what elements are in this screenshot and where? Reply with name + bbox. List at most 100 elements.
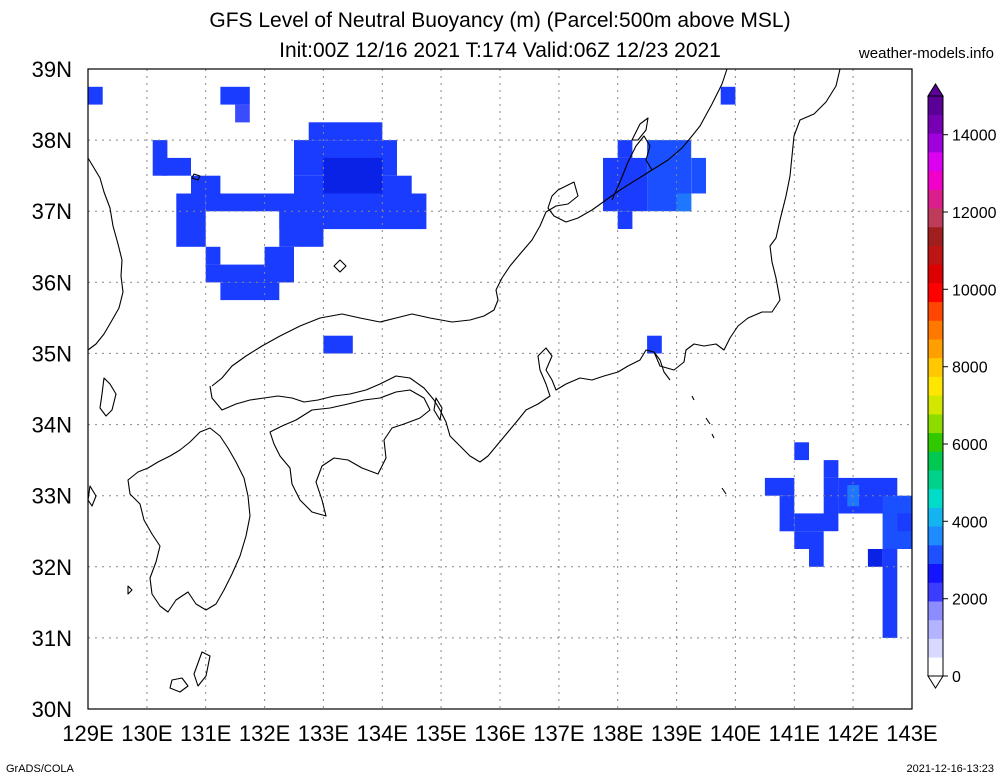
lon-label: 131E [180, 721, 231, 746]
colorbar-segment [928, 114, 943, 134]
coast-izu-isles [691, 395, 727, 495]
lon-label: 139E [651, 721, 702, 746]
coast-kyushu [127, 427, 251, 613]
lat-label: 30N [32, 697, 72, 722]
lon-label: 137E [533, 721, 584, 746]
coast-tanegashima [193, 651, 211, 687]
colorbar-segment [928, 133, 943, 153]
colorbar-labels: 0 2000 4000 6000 8000 10000 12000 14000 [943, 128, 997, 686]
colorbar-segment [928, 152, 943, 172]
lat-label: 31N [32, 626, 72, 651]
lnb-cell [603, 175, 618, 194]
lnb-cell [720, 86, 736, 105]
latitude-labels: 39N 30N 31N 32N 33N 34N 35N 36N 37N 38N [32, 57, 72, 722]
lnb-cell [191, 175, 221, 194]
lnb-cell [279, 193, 427, 230]
colorbar-segment [928, 619, 943, 639]
coast-oki [333, 259, 347, 273]
lon-label: 135E [415, 721, 466, 746]
colorbar-label: 2000 [952, 592, 988, 609]
colorbar-segment [928, 245, 943, 265]
lnb-cell [617, 211, 633, 229]
lon-label: 132E [239, 721, 290, 746]
colorbar-segment [928, 432, 943, 452]
colorbar-segment [928, 638, 943, 658]
title-line-2: Init:00Z 12/16 2021 T:174 Valid:06Z 12/2… [279, 39, 721, 62]
coast-inland-sea [209, 375, 435, 411]
colorbar-label: 0 [952, 669, 961, 686]
colorbar-segment [928, 170, 943, 190]
lnb-cell [176, 193, 206, 247]
lnb-cell [323, 157, 383, 194]
colorbar-top-arrow [927, 83, 944, 97]
lat-label-39n: 39N [32, 57, 72, 82]
coast-sado [631, 117, 649, 141]
lnb-cell [308, 122, 383, 141]
colorbar-segment [928, 657, 943, 677]
lnb-cell [647, 335, 662, 354]
colorbar-segment [928, 264, 943, 284]
lnb-cell [676, 193, 692, 212]
lon-label: 129E [62, 721, 113, 746]
colorbar-label: 12000 [952, 205, 997, 222]
lnb-cell [794, 442, 809, 461]
lat-label: 33N [32, 484, 72, 509]
lon-label: 130E [121, 721, 172, 746]
colorbar-segment [928, 414, 943, 434]
title-line-1: GFS Level of Neutral Buoyancy (m) (Parce… [209, 9, 790, 32]
coast-goto [87, 485, 97, 507]
colorbar-segment [928, 601, 943, 621]
lat-label: 32N [32, 555, 72, 580]
coast-awaji [433, 397, 443, 421]
lnb-cell [823, 460, 839, 478]
lon-label: 136E [474, 721, 525, 746]
coast-izu [653, 351, 671, 381]
footer-right: 2021-12-16-13:23 [907, 763, 994, 775]
lnb-cell [323, 335, 353, 354]
colorbar-segment [928, 451, 943, 471]
lat-label: 34N [32, 413, 72, 438]
coast-shikoku [269, 389, 431, 517]
coast-ulleung [191, 173, 201, 181]
coast-korea-east [87, 157, 124, 351]
lat-lon-grid [88, 69, 912, 709]
colorbar-segment [928, 488, 943, 508]
lnb-cell [617, 140, 633, 158]
colorbar-label: 6000 [952, 437, 988, 454]
colorbar-segment [928, 376, 943, 396]
lon-label: 142E [827, 721, 878, 746]
lnb-cell [764, 477, 795, 496]
lat-label: 38N [32, 128, 72, 153]
colorbar-segment [928, 470, 943, 490]
lon-label: 138E [592, 721, 643, 746]
colorbar-label: 10000 [952, 282, 997, 299]
lnb-cell [779, 495, 795, 532]
coast-noto [611, 135, 653, 201]
colorbar-segment [928, 283, 943, 303]
longitude-labels: 129E 130E 131E 132E 133E 134E 135E 136E 137E 138E… [62, 721, 937, 746]
lnb-cell [897, 513, 912, 532]
colorbar-segment [928, 208, 943, 228]
lnb-cell [882, 549, 898, 638]
lnb-cell [88, 86, 103, 105]
lnb-field [88, 86, 912, 638]
colorbar-label: 8000 [952, 360, 988, 377]
lat-label: 36N [32, 270, 72, 295]
lnb-cell [235, 104, 250, 123]
colorbar-segment [928, 526, 943, 546]
colorbar-segment [928, 563, 943, 583]
lnb-cell [161, 157, 191, 176]
coast-tsushima [99, 377, 117, 417]
lnb-cell [847, 485, 860, 507]
colorbar-segment [928, 545, 943, 564]
colorbar-segment [928, 357, 943, 377]
coast-yakushima [169, 677, 189, 693]
coast-honshu-japan-sea [211, 68, 728, 387]
lnb-cell [794, 513, 839, 532]
lat-label: 35N [32, 341, 72, 366]
colorbar-segment [928, 301, 943, 321]
colorbar-segment [928, 320, 943, 340]
colorbar [927, 83, 944, 689]
